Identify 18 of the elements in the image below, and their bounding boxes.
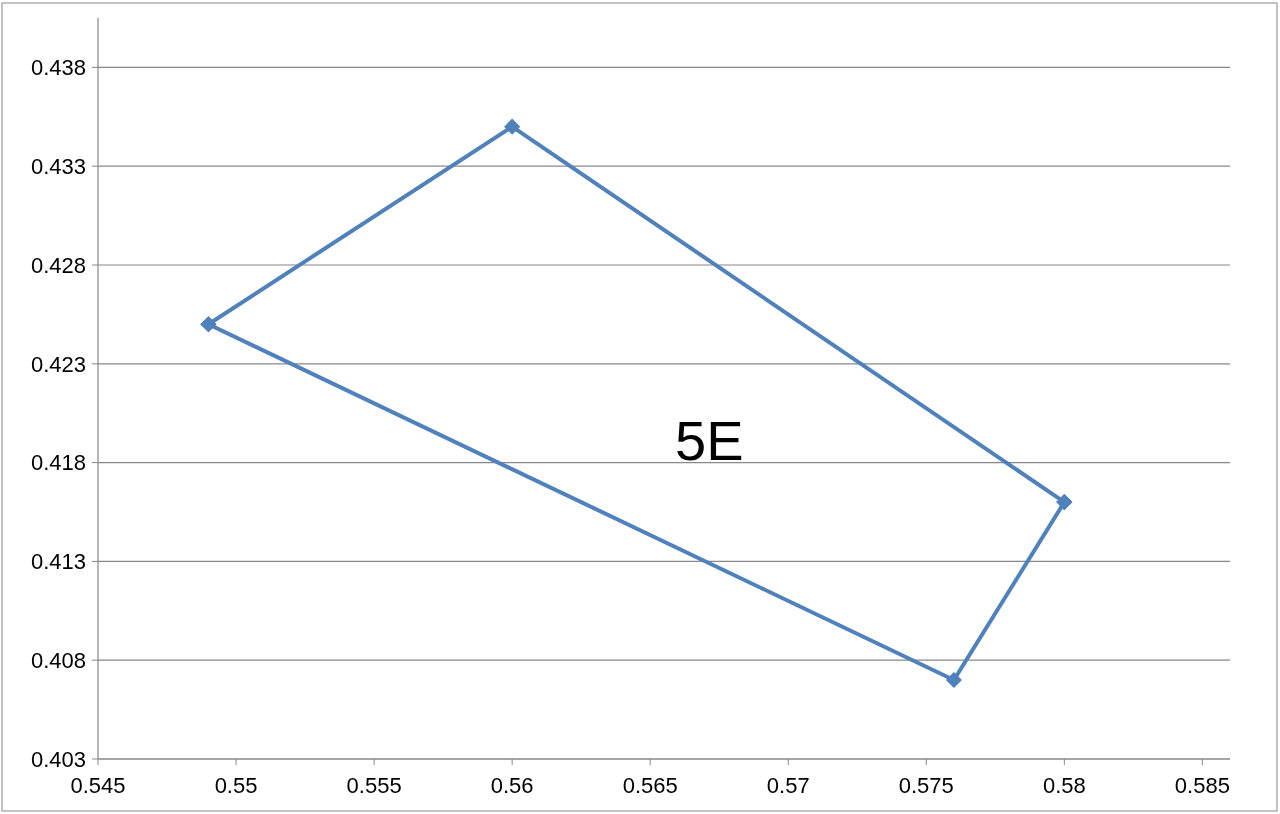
annotation: 5E [675, 408, 744, 472]
x-tick-label: 0.565 [622, 773, 678, 798]
y-tick-label: 0.438 [30, 55, 86, 81]
y-tick-label: 0.413 [30, 549, 86, 575]
x-tick-label: 0.575 [898, 773, 954, 798]
x-tick-label: 0.57 [766, 773, 810, 798]
y-tick-label: 0.418 [30, 450, 86, 476]
y-tick-label: 0.408 [30, 647, 86, 673]
x-tick-label: 0.555 [346, 773, 402, 798]
y-tick-label: 0.403 [30, 746, 86, 772]
y-tick-label: 0.433 [30, 153, 86, 179]
x-tick-label: 0.55 [214, 773, 258, 798]
y-tick-label: 0.428 [30, 252, 86, 278]
x-tick-label: 0.585 [1174, 773, 1230, 798]
x-tick-label: 0.56 [490, 773, 534, 798]
y-tick-label: 0.423 [30, 351, 86, 377]
x-tick-label: 0.58 [1042, 773, 1086, 798]
x-tick-label: 0.545 [70, 773, 126, 798]
